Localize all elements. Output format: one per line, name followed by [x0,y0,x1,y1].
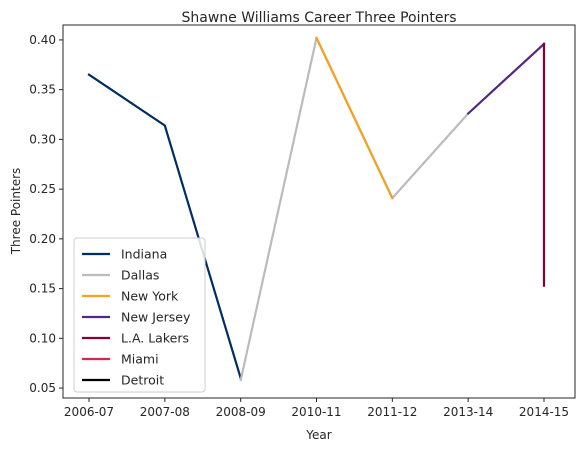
series-line-1 [239,36,470,382]
x-tick-label-3: 2010-11 [291,405,341,419]
plot-frame [62,24,576,399]
x-tick-label-1: 2007-08 [140,405,190,419]
y-axis-label: Three Pointers [9,168,23,256]
y-tick-label-4: 0.25 [29,182,56,196]
x-tick-label-0: 2006-07 [64,405,114,419]
series-line-3 [466,42,546,116]
legend: Indiana Dallas New York New Jersey L.A. Lake… [73,237,206,393]
legend-label-3: New Jersey [121,310,191,325]
y-tick-label-1: 0.10 [29,331,56,345]
series-lines [87,36,546,382]
chart-title: Shawne Williams Career Three Pointers [182,10,457,26]
legend-label-5: Miami [121,352,159,367]
y-tick-label-3: 0.20 [29,232,56,246]
y-tick-label-0: 0.05 [29,381,56,395]
legend-box [73,237,206,393]
x-tick-label-5: 2013-14 [443,405,493,419]
y-tick-label-2: 0.15 [29,282,56,296]
legend-label-1: Dallas [121,268,159,283]
y-tick-label-7: 0.40 [29,33,56,47]
x-axis-label: Year [305,428,331,442]
legend-label-4: L.A. Lakers [121,331,189,346]
y-tick-label-5: 0.30 [29,132,56,146]
x-axis-ticks: 2006-07 2007-08 2008-09 2010-11 2011-12 2013-… [64,398,569,419]
legend-label-6: Detroit [121,373,164,388]
x-tick-label-6: 2014-15 [519,405,569,419]
x-tick-label-2: 2008-09 [216,405,266,419]
legend-label-2: New York [121,289,179,304]
x-tick-label-4: 2011-12 [367,405,417,419]
y-tick-label-6: 0.35 [29,83,56,97]
series-line-0 [87,73,243,380]
legend-label-0: Indiana [121,247,167,262]
series-line-2 [315,36,394,200]
y-axis-ticks: 0.05 0.10 0.15 0.20 0.25 0.30 0.35 0.40 [29,33,63,395]
